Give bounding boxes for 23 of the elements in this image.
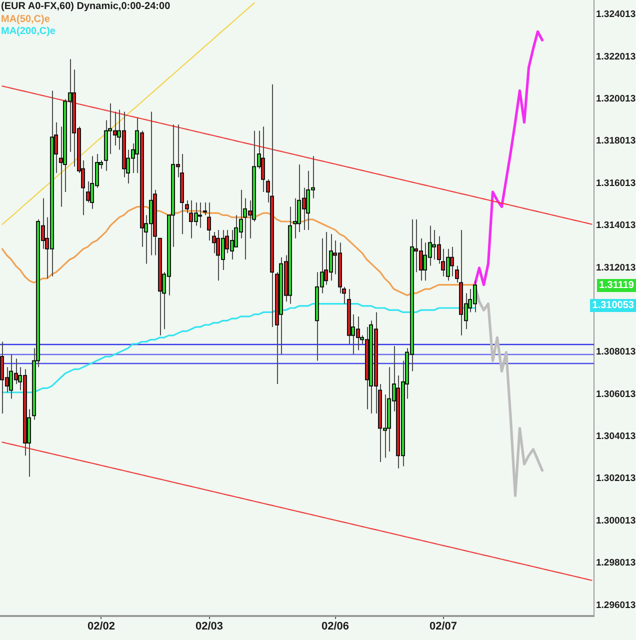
y-tick-label: 1.302013 bbox=[596, 473, 636, 484]
text: MA(200,C)e bbox=[1, 26, 56, 38]
x-tick-label: 02/02 bbox=[87, 620, 116, 633]
y-tick-label: 1.312013 bbox=[596, 262, 636, 274]
y-tick-label: 1.314013 bbox=[596, 220, 636, 232]
y-tick-label: 1.320013 bbox=[596, 94, 636, 104]
y-tick-label: 1.304013 bbox=[596, 431, 636, 442]
y-tick-label: 1.300013 bbox=[596, 515, 636, 526]
y-tick-label: 1.306013 bbox=[596, 388, 636, 400]
annotation: 1.31119 bbox=[596, 278, 636, 292]
x-tick-label: 02/03 bbox=[195, 620, 224, 633]
text: MA(50,C)e bbox=[1, 14, 51, 26]
y-tick-label: 1.316013 bbox=[596, 178, 636, 189]
y-tick-label: 1.322013 bbox=[596, 51, 636, 62]
y-tick-label: 1.298013 bbox=[596, 558, 636, 569]
x-tick-label: 02/06 bbox=[321, 620, 350, 633]
y-tick-label: 1.296013 bbox=[596, 600, 636, 611]
y-tick-label: 1.308013 bbox=[596, 346, 636, 358]
x-tick-label: 02/07 bbox=[429, 620, 458, 633]
y-tick-label: 1.318013 bbox=[596, 136, 636, 147]
y-tick-label: 1.324013 bbox=[596, 9, 636, 20]
annotation: 1.310053 bbox=[590, 298, 636, 312]
chart-title: (EUR A0-FX,60) Dynamic,0:00-24:00 bbox=[1, 1, 170, 13]
